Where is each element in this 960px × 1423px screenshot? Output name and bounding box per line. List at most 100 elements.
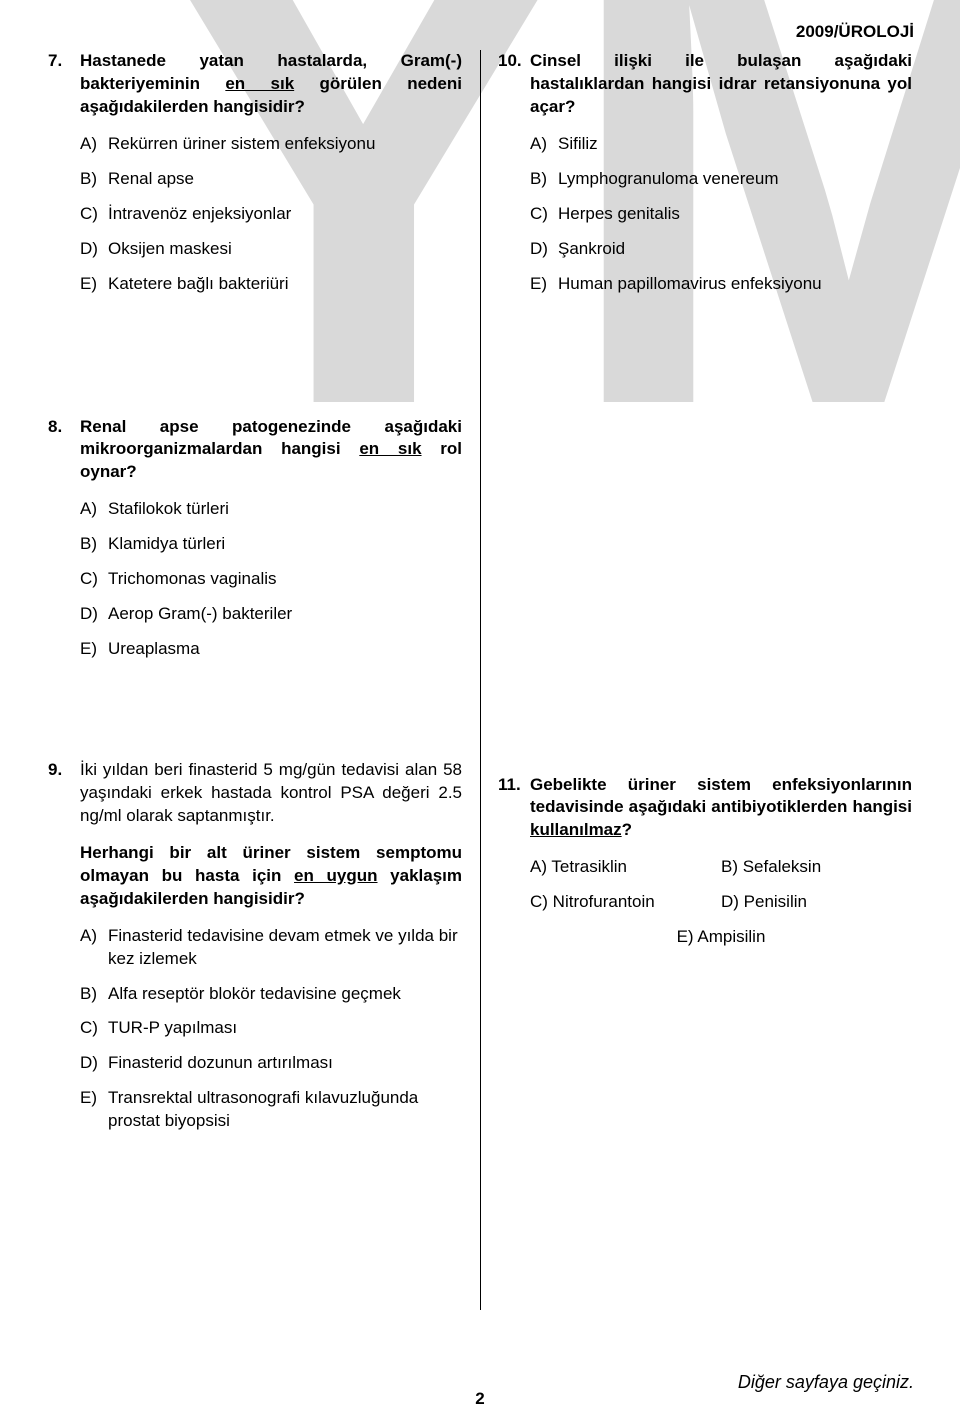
question-9: 9. İki yıldan beri finasterid 5 mg/gün t… — [48, 759, 462, 1133]
q9-option-d: D)Finasterid dozunun artırılması — [80, 1052, 462, 1075]
q7-c-text: İntravenöz enjeksiyonlar — [108, 203, 462, 226]
question-8-text: Renal apse patogenezinde aşağıdaki mikro… — [80, 416, 462, 485]
q7-option-b: B)Renal apse — [80, 168, 462, 191]
q9-option-e: E)Transrektal ultrasonografi kılavuzluğu… — [80, 1087, 462, 1133]
q10-option-d: D)Şankroid — [530, 238, 912, 261]
q8-option-e: E)Ureaplasma — [80, 638, 462, 661]
q7-option-e: E)Katetere bağlı bakteriüri — [80, 273, 462, 296]
page: YM 2009/ÜROLOJİ 7. Hastanede yatan hasta… — [0, 0, 960, 1423]
q7-option-a: A)Rekürren üriner sistem enfeksiyonu — [80, 133, 462, 156]
q8-c-text: Trichomonas vaginalis — [108, 568, 462, 591]
question-8-number: 8. — [48, 416, 80, 439]
q9-intro: İki yıldan beri finasterid 5 mg/gün teda… — [80, 760, 462, 825]
q10-option-c: C)Herpes genitalis — [530, 203, 912, 226]
q10-b-text: Lymphogranuloma venereum — [558, 168, 912, 191]
q7-a-text: Rekürren üriner sistem enfeksiyonu — [108, 133, 462, 156]
question-11-text: Gebelikte üriner sistem enfeksiyonlarını… — [530, 774, 912, 843]
question-7-number: 7. — [48, 50, 80, 73]
q10-e-label: E) — [530, 273, 558, 296]
q7-e-label: E) — [80, 273, 108, 296]
q10-b-label: B) — [530, 168, 558, 191]
q11-option-c: C) Nitrofurantoin — [530, 891, 721, 914]
q7-c-label: C) — [80, 203, 108, 226]
q10-option-b: B)Lymphogranuloma venereum — [530, 168, 912, 191]
question-9-text: İki yıldan beri finasterid 5 mg/gün teda… — [80, 759, 462, 911]
q9-text-underline: en uygun — [294, 866, 377, 885]
q9-a-label: A) — [80, 925, 108, 971]
q9-b-label: B) — [80, 983, 108, 1006]
q9-b-text: Alfa reseptör blokör tedavisine geçmek — [108, 983, 462, 1006]
q11-option-d: D) Penisilin — [721, 891, 912, 914]
question-7-text: Hastanede yatan hastalarda, Gram(-) bakt… — [80, 50, 462, 119]
q9-e-text: Transrektal ultrasonografi kılavuzluğund… — [108, 1087, 462, 1133]
q7-option-d: D)Oksijen maskesi — [80, 238, 462, 261]
q9-c-text: TUR-P yapılması — [108, 1017, 462, 1040]
question-10-number: 10. — [498, 50, 530, 73]
q8-d-label: D) — [80, 603, 108, 626]
q9-a-text: Finasterid tedavisine devam etmek ve yıl… — [108, 925, 462, 971]
q11-text-pre: Gebelikte üriner sistem enfeksiyonlarını… — [530, 775, 912, 817]
q8-b-text: Klamidya türleri — [108, 533, 462, 556]
q9-d-text: Finasterid dozunun artırılması — [108, 1052, 462, 1075]
q9-option-a: A)Finasterid tedavisine devam etmek ve y… — [80, 925, 462, 971]
q7-a-label: A) — [80, 133, 108, 156]
spacer — [498, 354, 912, 774]
columns-wrap: 7. Hastanede yatan hastalarda, Gram(-) b… — [30, 50, 930, 1191]
q8-text-underline: en sık — [359, 439, 421, 458]
q8-c-label: C) — [80, 568, 108, 591]
right-column: 10. Cinsel ilişki ile bulaşan aşağıdaki … — [480, 50, 930, 1191]
q8-d-text: Aerop Gram(-) bakteriler — [108, 603, 462, 626]
q11-text-post: ? — [622, 820, 632, 839]
q11-option-e: E) Ampisilin — [530, 926, 912, 949]
question-11-number: 11. — [498, 774, 530, 797]
question-10: 10. Cinsel ilişki ile bulaşan aşağıdaki … — [498, 50, 912, 296]
question-7-options: A)Rekürren üriner sistem enfeksiyonu B)R… — [48, 133, 462, 296]
q7-text-underline: en sık — [225, 74, 294, 93]
q8-b-label: B) — [80, 533, 108, 556]
q7-e-text: Katetere bağlı bakteriüri — [108, 273, 462, 296]
q9-option-c: C)TUR-P yapılması — [80, 1017, 462, 1040]
question-9-number: 9. — [48, 759, 80, 782]
q9-sub: Herhangi bir alt üriner sistem semptomu … — [80, 842, 462, 911]
q10-e-text: Human papillomavirus enfeksiyonu — [558, 273, 912, 296]
q11-option-a: A) Tetrasiklin — [530, 856, 721, 879]
q10-option-e: E)Human papillomavirus enfeksiyonu — [530, 273, 912, 296]
question-8-options: A)Stafilokok türleri B)Klamidya türleri … — [48, 498, 462, 661]
q8-a-text: Stafilokok türleri — [108, 498, 462, 521]
question-10-options: A)Sifiliz B)Lymphogranuloma venereum C)H… — [498, 133, 912, 296]
q7-b-text: Renal apse — [108, 168, 462, 191]
q11-option-b: B) Sefaleksin — [721, 856, 912, 879]
q11-text-underline: kullanılmaz — [530, 820, 622, 839]
question-8: 8. Renal apse patogenezinde aşağıdaki mi… — [48, 416, 462, 662]
q8-option-c: C)Trichomonas vaginalis — [80, 568, 462, 591]
question-9-options: A)Finasterid tedavisine devam etmek ve y… — [48, 925, 462, 1134]
q8-a-label: A) — [80, 498, 108, 521]
page-number: 2 — [0, 1389, 960, 1409]
q8-option-d: D)Aerop Gram(-) bakteriler — [80, 603, 462, 626]
q10-a-label: A) — [530, 133, 558, 156]
q9-c-label: C) — [80, 1017, 108, 1040]
question-11: 11. Gebelikte üriner sistem enfeksiyonla… — [498, 774, 912, 950]
q8-option-a: A)Stafilokok türleri — [80, 498, 462, 521]
left-column: 7. Hastanede yatan hastalarda, Gram(-) b… — [30, 50, 480, 1191]
q8-e-label: E) — [80, 638, 108, 661]
q10-option-a: A)Sifiliz — [530, 133, 912, 156]
question-10-text: Cinsel ilişki ile bulaşan aşağıdaki hast… — [530, 50, 912, 119]
q7-d-text: Oksijen maskesi — [108, 238, 462, 261]
header-title: 2009/ÜROLOJİ — [796, 22, 914, 42]
q9-d-label: D) — [80, 1052, 108, 1075]
q7-d-label: D) — [80, 238, 108, 261]
question-7: 7. Hastanede yatan hastalarda, Gram(-) b… — [48, 50, 462, 296]
q7-b-label: B) — [80, 168, 108, 191]
q10-d-label: D) — [530, 238, 558, 261]
q8-option-b: B)Klamidya türleri — [80, 533, 462, 556]
q10-c-label: C) — [530, 203, 558, 226]
q7-option-c: C)İntravenöz enjeksiyonlar — [80, 203, 462, 226]
q10-d-text: Şankroid — [558, 238, 912, 261]
q9-e-label: E) — [80, 1087, 108, 1133]
q10-a-text: Sifiliz — [558, 133, 912, 156]
q8-e-text: Ureaplasma — [108, 638, 462, 661]
q9-option-b: B)Alfa reseptör blokör tedavisine geçmek — [80, 983, 462, 1006]
q10-c-text: Herpes genitalis — [558, 203, 912, 226]
question-11-options: A) Tetrasiklin B) Sefaleksin C) Nitrofur… — [498, 856, 912, 949]
